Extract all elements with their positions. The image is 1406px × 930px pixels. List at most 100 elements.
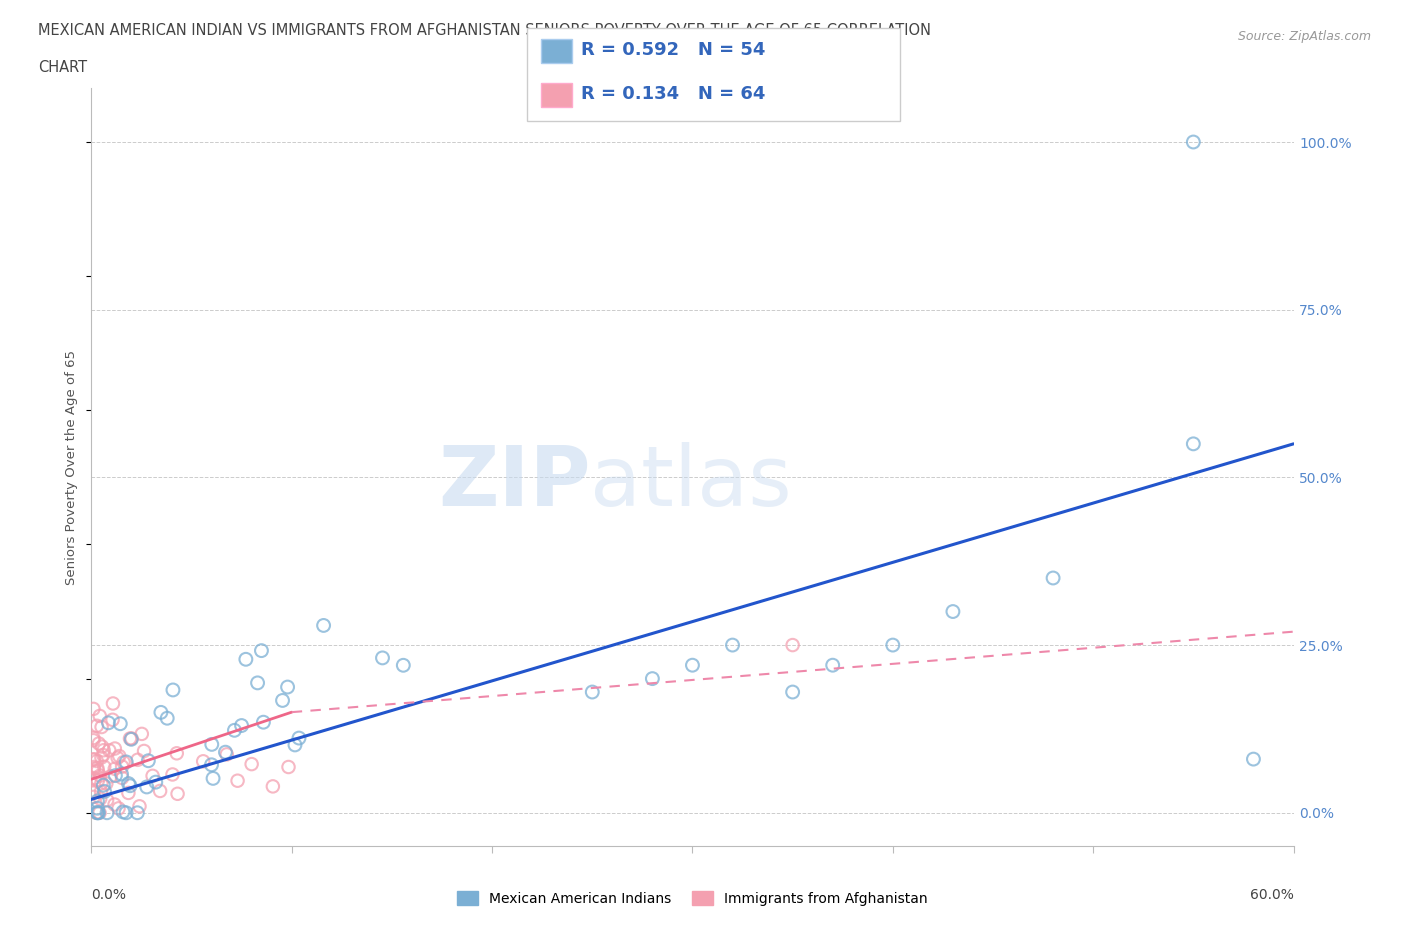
Point [942,604,965,619]
Point [201,737,224,751]
Point [371,650,394,665]
Point [86,761,108,776]
Point [93,743,115,758]
Point [103,797,125,812]
Point [86,793,108,808]
Text: atlas: atlas [591,442,792,523]
Point [86,805,108,820]
Point [214,745,236,760]
Point [82,733,104,748]
Text: CHART: CHART [38,60,87,75]
Point [96,805,118,820]
Point [104,741,127,756]
Point [111,759,134,774]
Text: ZIP: ZIP [437,442,591,523]
Point [392,658,415,672]
Point [91,739,114,754]
Point [135,779,157,794]
Point [166,787,188,802]
Point [89,768,111,783]
Point [93,777,115,792]
Point [117,786,139,801]
Point [156,711,179,725]
Point [252,715,274,730]
Point [83,760,105,775]
Point [93,759,115,774]
Point [104,762,127,777]
Point [641,671,664,686]
Point [1243,751,1265,766]
Legend: Mexican American Indians, Immigrants from Afghanistan: Mexican American Indians, Immigrants fro… [451,885,934,911]
Point [271,693,294,708]
Point [193,754,215,769]
Point [162,683,184,698]
Point [240,757,263,772]
Point [90,784,112,799]
Point [82,701,104,716]
Text: Source: ZipAtlas.com: Source: ZipAtlas.com [1237,30,1371,43]
Point [98,743,121,758]
Point [149,705,172,720]
Point [142,768,165,783]
Point [111,804,134,819]
Point [107,751,129,765]
Point [104,768,127,783]
Point [111,770,134,785]
Point [202,771,225,786]
Point [250,644,273,658]
Point [277,760,299,775]
Point [115,805,138,820]
Point [132,743,155,758]
Point [131,726,153,741]
Text: R = 0.592   N = 54: R = 0.592 N = 54 [581,41,765,60]
Point [127,752,149,767]
Point [118,731,141,746]
Point [101,696,124,711]
Point [83,752,105,767]
Point [110,716,132,731]
Point [86,718,108,733]
Point [91,748,114,763]
Point [110,766,132,781]
Point [235,652,257,667]
Point [90,776,112,790]
Point [87,805,110,820]
Point [138,753,160,768]
Point [89,791,111,806]
Point [115,754,138,769]
Point [312,618,335,633]
Point [128,799,150,814]
Point [1042,571,1064,586]
Point [782,638,804,653]
Point [581,684,603,699]
Point [112,755,135,770]
Point [90,751,112,765]
Y-axis label: Seniors Poverty Over the Age of 65: Seniors Poverty Over the Age of 65 [65,350,79,585]
Point [89,709,111,724]
Point [83,790,105,804]
Point [93,784,115,799]
Point [87,764,110,778]
Point [120,732,142,747]
Point [107,801,129,816]
Point [108,749,131,764]
Point [86,805,108,820]
Point [96,792,118,807]
Point [84,805,107,820]
Point [1182,436,1205,451]
Point [117,777,139,791]
Text: 0.0%: 0.0% [91,888,127,902]
Point [1182,135,1205,150]
Point [97,715,120,730]
Point [226,773,249,788]
Point [82,731,104,746]
Point [82,785,104,800]
Point [86,753,108,768]
Point [721,638,744,653]
Point [89,805,111,820]
Text: 60.0%: 60.0% [1250,888,1294,902]
Point [145,775,167,790]
Point [162,767,184,782]
Point [83,761,105,776]
Text: MEXICAN AMERICAN INDIAN VS IMMIGRANTS FROM AFGHANISTAN SENIORS POVERTY OVER THE : MEXICAN AMERICAN INDIAN VS IMMIGRANTS FR… [38,23,931,38]
